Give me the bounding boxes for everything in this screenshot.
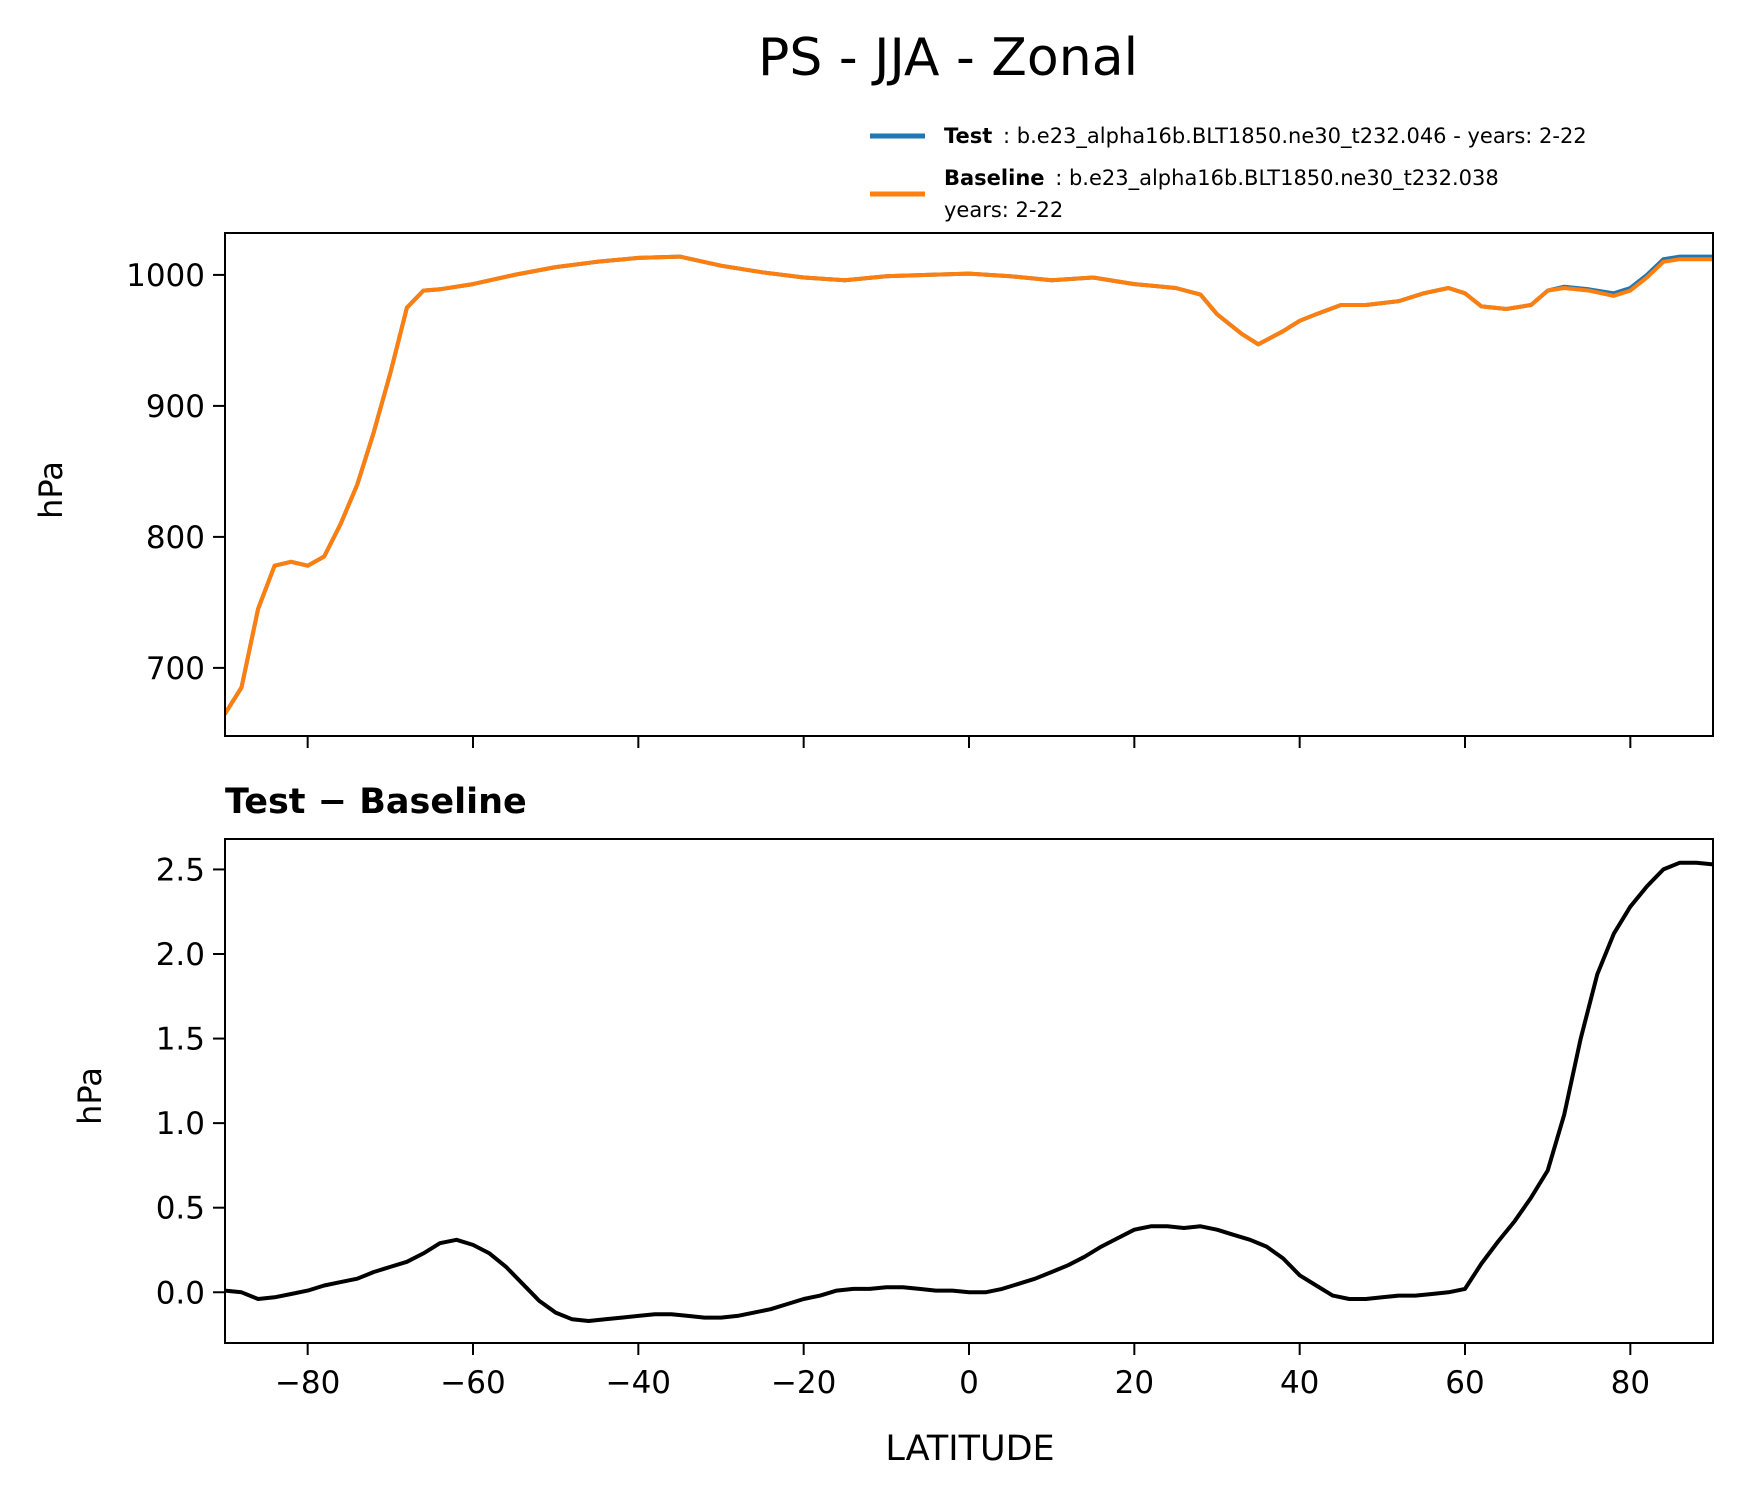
bottom-ytick-label: 0.5: [156, 1191, 205, 1227]
legend-name-baseline: Baseline: [944, 166, 1045, 190]
legend-name-test: Test: [944, 124, 992, 148]
bottom-ylabel: hPa: [71, 1067, 109, 1125]
bottom-xtick-label: 20: [1115, 1365, 1154, 1401]
bottom-ytick-label: 0.0: [156, 1275, 205, 1311]
legend-label-baseline: Baseline : b.e23_alpha16b.BLT1850.ne30_t…: [944, 166, 1499, 191]
legend: Test : b.e23_alpha16b.BLT1850.ne30_t232.…: [870, 124, 1587, 222]
bottom-series-line-test-baseline: [225, 860, 1713, 1323]
bottom-title: Test − Baseline: [225, 782, 527, 822]
top-ylabel: hPa: [32, 461, 70, 519]
bottom-ytick-label: 1.0: [156, 1106, 205, 1142]
legend-label-test: Test : b.e23_alpha16b.BLT1850.ne30_t232.…: [944, 124, 1587, 149]
top-ytick-label: 700: [146, 651, 205, 687]
bottom-xtick-label: 40: [1280, 1365, 1319, 1401]
bottom-panel: Test − Baseline hPa LATITUDE 0.0 0.5 1.0 1.…: [71, 782, 1714, 1469]
top-ytick-label: 800: [146, 520, 205, 556]
bottom-ytick-label: 1.5: [156, 1022, 205, 1058]
bottom-xtick-label: −20: [771, 1365, 836, 1401]
bottom-axes-frame: [224, 838, 1714, 1344]
bottom-xtick-label: −80: [275, 1365, 340, 1401]
top-ytick-label: 1000: [126, 258, 205, 294]
bottom-xtick-label: 80: [1611, 1365, 1650, 1401]
bottom-ytick-label: 2.5: [156, 852, 205, 888]
bottom-xlabel: LATITUDE: [885, 1429, 1054, 1469]
bottom-xtick-label: 60: [1445, 1365, 1484, 1401]
figure-title: PS - JJA - Zonal: [758, 28, 1138, 88]
bottom-xtick-label: −60: [440, 1365, 505, 1401]
top-ytick-label: 900: [146, 389, 205, 425]
legend-text-baseline: : b.e23_alpha16b.BLT1850.ne30_t232.038: [1055, 166, 1499, 191]
legend-text-baseline-line2: years: 2-22: [944, 198, 1063, 222]
bottom-ytick-label: 2.0: [156, 937, 205, 973]
bottom-xtick-label: −40: [606, 1365, 671, 1401]
bottom-xtick-label: 0: [959, 1365, 979, 1401]
top-series-line-test: [225, 254, 1713, 716]
top-panel: hPa 700 800 900 1000: [32, 232, 1714, 748]
legend-text-test: : b.e23_alpha16b.BLT1850.ne30_t232.046 -…: [1003, 124, 1587, 149]
top-series-line-baseline: [225, 254, 1713, 716]
